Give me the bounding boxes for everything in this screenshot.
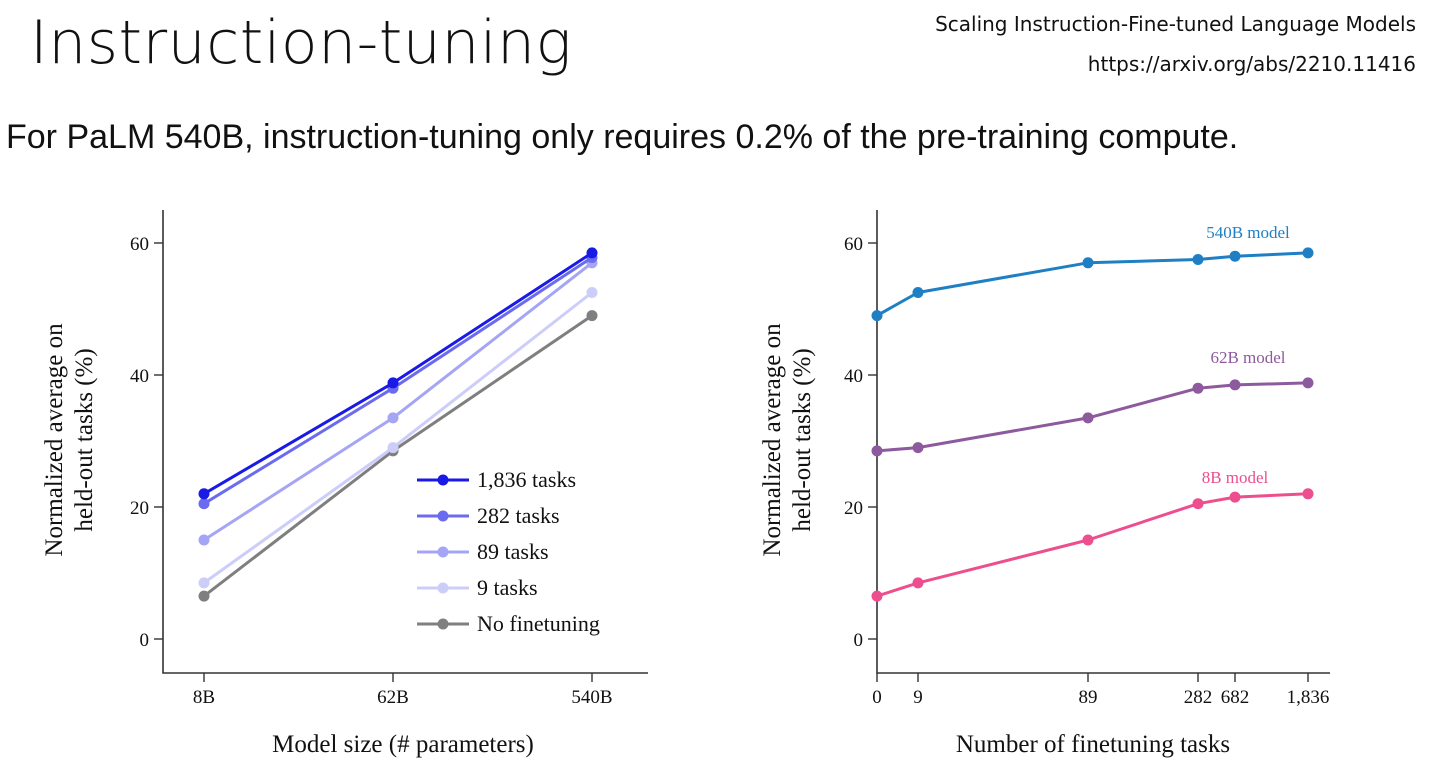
series-line-8b-model — [876, 492, 1309, 598]
y-tick-label: 20 — [844, 498, 863, 519]
data-point-8b-model — [1302, 488, 1314, 500]
data-point-8b-model — [871, 590, 883, 602]
series-line-1-836-tasks — [203, 251, 593, 496]
data-point-no-finetuning — [586, 310, 598, 322]
model-size-chart: Normalized average on held-out tasks (%)… — [41, 210, 648, 758]
data-point-1-836-tasks — [387, 377, 399, 389]
y-tick-label: 40 — [130, 366, 149, 387]
left-xlabel: Model size (# parameters) — [272, 731, 534, 758]
series-annotation-540b-model: 540B model — [1206, 223, 1290, 242]
series-annotation-62b-model: 62B model — [1210, 348, 1285, 367]
data-point-62b-model — [871, 445, 883, 457]
x-tick-label: 282 — [1184, 687, 1213, 708]
legend-marker-282-tasks — [437, 510, 449, 522]
legend-label-282-tasks: 282 tasks — [477, 503, 560, 528]
data-point-540b-model — [1082, 257, 1094, 269]
data-point-62b-model — [912, 442, 924, 454]
data-point-no-finetuning — [198, 590, 210, 602]
paper-title: Scaling Instruction-Fine-tuned Language … — [935, 12, 1416, 36]
legend-marker-1-836-tasks — [437, 474, 449, 486]
data-point-9-tasks — [198, 577, 210, 589]
left-ylabel-line1: Normalized average on — [41, 323, 68, 557]
data-point-540b-model — [912, 287, 924, 298]
legend-marker-89-tasks — [437, 546, 449, 558]
data-point-540b-model — [1229, 250, 1241, 262]
data-point-540b-model — [871, 310, 883, 322]
x-tick-label: 0 — [872, 687, 882, 708]
slide-subtitle: For PaLM 540B, instruction-tuning only r… — [6, 118, 1239, 156]
right-ylabel-line2: held-out tasks (%) — [789, 348, 816, 531]
series-line-540b-model — [876, 251, 1309, 317]
data-point-62b-model — [1192, 382, 1204, 394]
y-tick-label: 60 — [844, 234, 863, 255]
paper-reference: Scaling Instruction-Fine-tuned Language … — [935, 4, 1416, 84]
x-tick-label: 89 — [1079, 687, 1098, 708]
data-point-89-tasks — [387, 412, 399, 424]
y-tick-label: 20 — [130, 498, 149, 519]
x-tick-label: 9 — [913, 687, 923, 708]
data-point-9-tasks — [387, 442, 399, 454]
data-point-8b-model — [1082, 534, 1094, 546]
data-point-1-836-tasks — [586, 247, 598, 259]
data-point-62b-model — [1082, 412, 1094, 424]
data-point-8b-model — [1229, 491, 1241, 503]
legend-label-89-tasks: 89 tasks — [477, 539, 549, 564]
paper-url[interactable]: https://arxiv.org/abs/2210.11416 — [1087, 52, 1416, 76]
right-xlabel: Number of finetuning tasks — [956, 731, 1230, 758]
x-tick-label: 540B — [571, 687, 612, 708]
data-point-282-tasks — [198, 498, 210, 510]
data-point-62b-model — [1229, 379, 1241, 391]
num-tasks-chart: Normalized average on held-out tasks (%)… — [759, 210, 1330, 758]
data-point-9-tasks — [586, 287, 598, 298]
data-point-540b-model — [1192, 254, 1204, 265]
data-point-540b-model — [1302, 247, 1314, 259]
slide-title: Instruction-tuning — [30, 8, 573, 78]
data-point-1-836-tasks — [198, 488, 210, 500]
series-line-89-tasks — [203, 261, 593, 542]
data-point-89-tasks — [198, 534, 210, 546]
legend-marker-no-finetuning — [437, 618, 449, 630]
x-tick-label: 8B — [193, 687, 215, 708]
legend-label-1-836-tasks: 1,836 tasks — [477, 467, 576, 492]
y-tick-label: 0 — [854, 630, 864, 651]
x-tick-label: 682 — [1221, 687, 1250, 708]
right-ylabel-line1: Normalized average on — [759, 323, 786, 557]
data-point-62b-model — [1302, 377, 1314, 389]
legend-marker-9-tasks — [437, 582, 449, 594]
y-tick-label: 0 — [140, 630, 150, 651]
y-tick-label: 60 — [130, 234, 149, 255]
x-tick-label: 1,836 — [1287, 687, 1330, 708]
x-tick-label: 62B — [377, 687, 409, 708]
data-point-8b-model — [1192, 498, 1204, 510]
legend-label-9-tasks: 9 tasks — [477, 575, 538, 600]
legend-label-no-finetuning: No finetuning — [477, 611, 600, 636]
y-tick-label: 40 — [844, 366, 863, 387]
series-line-62b-model — [876, 381, 1309, 453]
left-axes — [162, 210, 648, 674]
series-annotation-8b-model: 8B model — [1202, 468, 1269, 487]
data-point-8b-model — [912, 577, 924, 589]
left-ylabel-line2: held-out tasks (%) — [71, 348, 98, 531]
